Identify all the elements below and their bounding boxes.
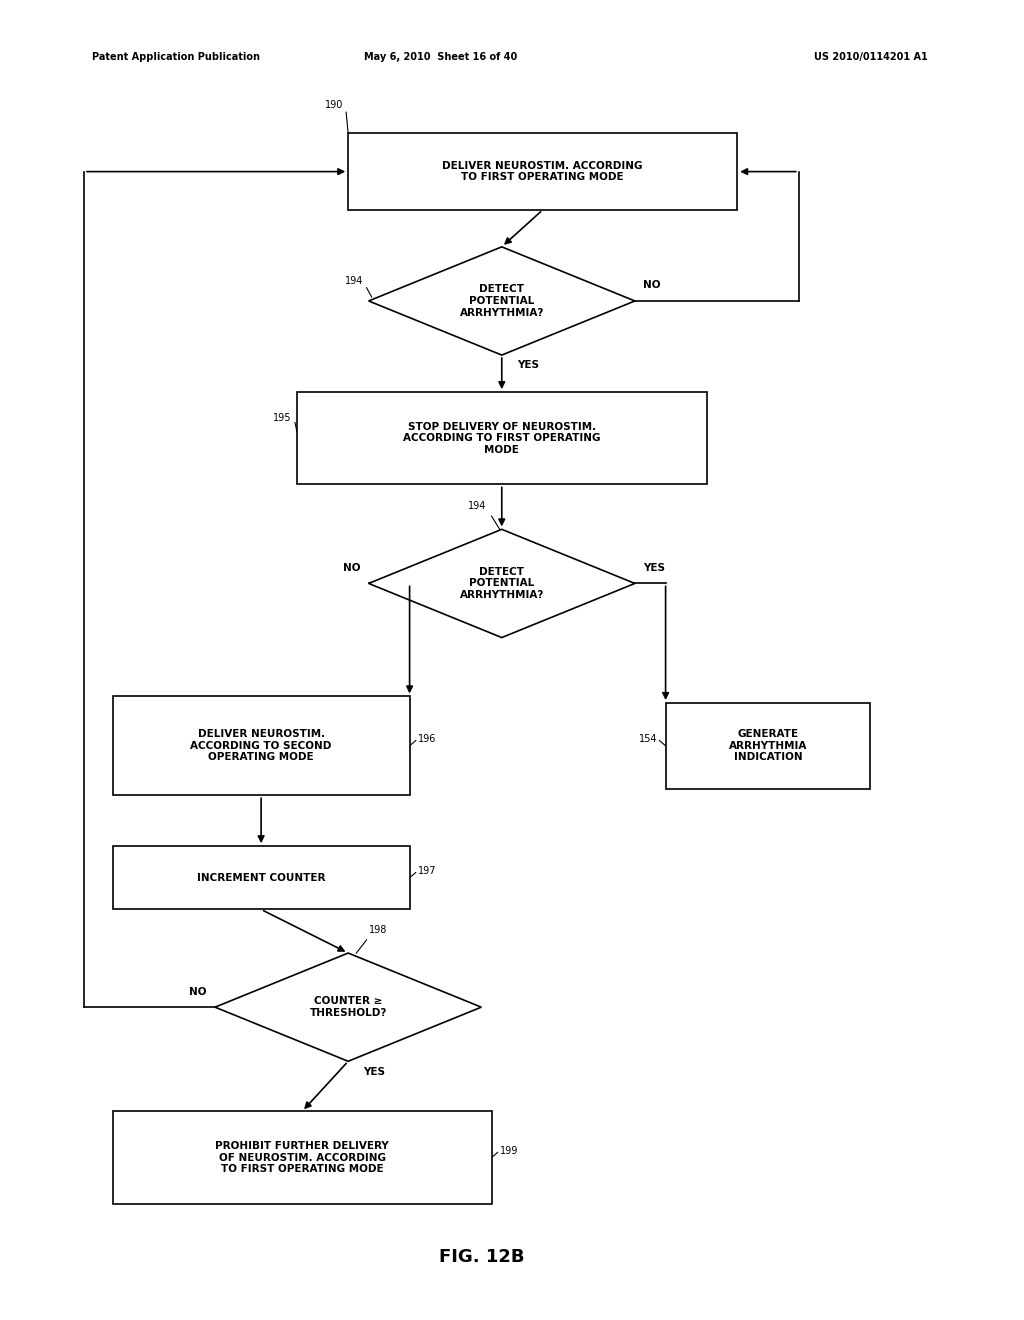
Text: 196: 196 [418, 734, 436, 744]
Bar [113, 697, 410, 795]
Text: DETECT
POTENTIAL
ARRHYTHMIA?: DETECT POTENTIAL ARRHYTHMIA? [460, 566, 544, 601]
Text: PROHIBIT FURTHER DELIVERY
OF NEUROSTIM. ACCORDING
TO FIRST OPERATING MODE: PROHIBIT FURTHER DELIVERY OF NEUROSTIM. … [215, 1140, 389, 1175]
Text: NO: NO [343, 562, 360, 573]
Text: DETECT
POTENTIAL
ARRHYTHMIA?: DETECT POTENTIAL ARRHYTHMIA? [460, 284, 544, 318]
Text: 198: 198 [369, 924, 387, 935]
Text: 199: 199 [500, 1146, 518, 1156]
Text: Patent Application Publication: Patent Application Publication [92, 51, 260, 62]
Text: 194: 194 [345, 276, 364, 286]
Text: STOP DELIVERY OF NEUROSTIM.
ACCORDING TO FIRST OPERATING
MODE: STOP DELIVERY OF NEUROSTIM. ACCORDING TO… [403, 421, 600, 455]
Bar [666, 704, 870, 789]
Text: COUNTER ≥
THRESHOLD?: COUNTER ≥ THRESHOLD? [309, 997, 387, 1018]
Text: DELIVER NEUROSTIM.
ACCORDING TO SECOND
OPERATING MODE: DELIVER NEUROSTIM. ACCORDING TO SECOND O… [190, 729, 332, 763]
Text: 154: 154 [639, 734, 657, 744]
Bar [113, 846, 410, 909]
Text: 197: 197 [418, 866, 436, 876]
Text: NO: NO [643, 280, 660, 290]
Text: YES: YES [517, 360, 539, 371]
Text: FIG. 12B: FIG. 12B [438, 1247, 524, 1266]
Polygon shape [215, 953, 481, 1061]
Text: YES: YES [643, 562, 665, 573]
Text: GENERATE
ARRHYTHMIA
INDICATION: GENERATE ARRHYTHMIA INDICATION [729, 729, 807, 763]
Bar [113, 1111, 492, 1204]
Text: 195: 195 [273, 413, 292, 424]
Text: DELIVER NEUROSTIM. ACCORDING
TO FIRST OPERATING MODE: DELIVER NEUROSTIM. ACCORDING TO FIRST OP… [442, 161, 643, 182]
Text: YES: YES [364, 1067, 385, 1077]
Text: 194: 194 [468, 500, 486, 511]
Polygon shape [369, 529, 635, 638]
Bar [348, 133, 737, 210]
Text: INCREMENT COUNTER: INCREMENT COUNTER [197, 873, 326, 883]
Text: 190: 190 [325, 99, 343, 110]
Polygon shape [369, 247, 635, 355]
Bar [297, 392, 707, 484]
Text: US 2010/0114201 A1: US 2010/0114201 A1 [813, 51, 928, 62]
Text: NO: NO [189, 986, 207, 997]
Text: May 6, 2010  Sheet 16 of 40: May 6, 2010 Sheet 16 of 40 [364, 51, 517, 62]
